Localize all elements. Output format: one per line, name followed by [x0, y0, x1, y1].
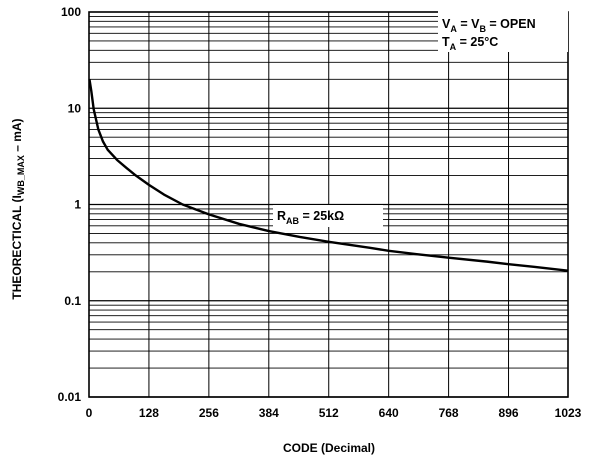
- x-tick-label: 896: [499, 406, 519, 420]
- condition-voltage: VA = VB = OPEN: [442, 17, 536, 34]
- curve-label-box: [273, 205, 383, 227]
- series-line-0: [88, 79, 569, 272]
- x-axis-title: CODE (Decimal): [283, 441, 375, 455]
- x-tick-label: 256: [199, 406, 219, 420]
- x-tick-label: 384: [259, 406, 279, 420]
- series-group: [88, 79, 569, 272]
- x-tick-label: 1023: [555, 406, 582, 420]
- x-tick-label: 0: [86, 406, 93, 420]
- x-tick-label: 128: [139, 406, 159, 420]
- y-tick-label: 10: [68, 101, 82, 115]
- curve-label: RAB = 25kΩ: [277, 209, 344, 226]
- tick-labels: 0 128 256 384 512 640 768 896 1023 0.01 0.1 1 10 100: [58, 5, 582, 420]
- x-tick-label: 512: [319, 406, 339, 420]
- y-axis-title: THEORECTICAL (IWB_MAX – mA): [10, 118, 26, 299]
- y-tick-label: 100: [61, 5, 81, 19]
- condition-temperature: TA = 25°C: [442, 35, 498, 52]
- y-tick-label: 1: [74, 198, 81, 212]
- y-tick-label: 0.1: [64, 294, 81, 308]
- conditions-box: [438, 10, 568, 52]
- x-tick-label: 640: [379, 406, 399, 420]
- grid: [88, 12, 569, 398]
- plot-frame: [88, 11, 569, 398]
- x-tick-label: 768: [439, 406, 459, 420]
- y-tick-label: 0.01: [58, 390, 82, 404]
